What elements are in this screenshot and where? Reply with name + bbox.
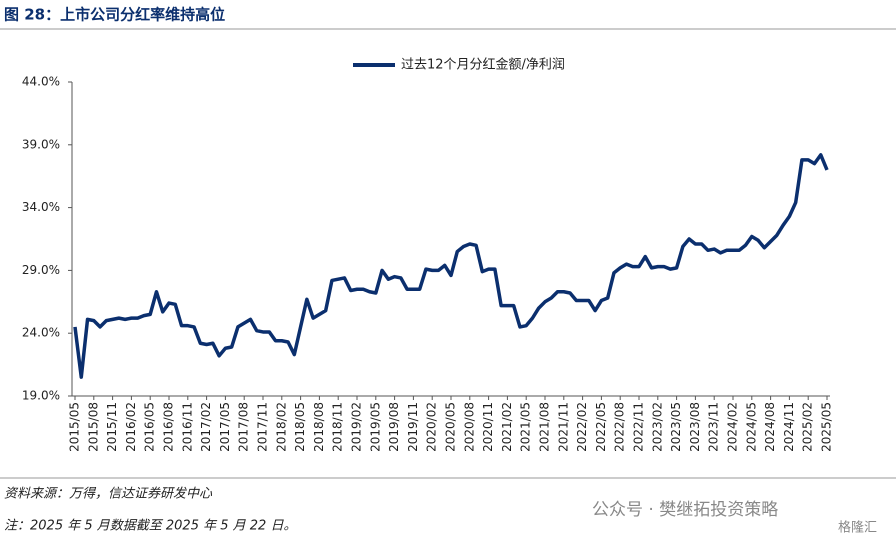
x-tick-label: 2018/02 [274,402,288,452]
watermark-logo: 格隆汇 [838,520,877,536]
chart-title: 图 28：上市公司分红率维持高位 [4,6,225,24]
x-tick-label: 2018/05 [293,402,307,452]
x-tick-label: 2017/08 [237,402,251,452]
source: 资料来源：万得，信达证券研发中心 [4,487,213,502]
x-tick-label: 2021/08 [538,402,552,452]
y-tick-label: 44.0% [22,75,60,89]
x-tick-label: 2019/08 [387,402,401,452]
x-tick-label: 2017/11 [256,402,270,452]
note: 注：2025 年 5 月数据截至 2025 年 5 月 22 日。 [4,519,296,534]
watermark: 公众号 · 樊继拓投资策略 [592,500,778,520]
x-tick-label: 2015/05 [68,402,82,452]
x-tick-label: 2016/08 [162,402,176,452]
x-tick-label: 2017/02 [199,402,213,452]
x-tick-label: 2025/05 [820,402,834,452]
y-tick-label: 34.0% [22,200,60,214]
x-tick-label: 2024/11 [782,402,796,452]
series-line [73,153,829,379]
x-tick-label: 2025/02 [801,402,815,452]
x-tick-label: 2020/08 [462,402,476,452]
x-tick-label: 2016/11 [180,402,194,452]
x-tick-label: 2022/02 [575,402,589,452]
x-tick-label: 2018/08 [312,402,326,452]
legend-label: 过去12个月分红金额/净利润 [401,57,565,73]
x-tick-label: 2019/02 [350,402,364,452]
x-tick-label: 2022/11 [632,402,646,452]
x-tick-label: 2020/02 [425,402,439,452]
x-tick-label: 2020/05 [444,402,458,452]
y-tick-label: 24.0% [22,326,60,340]
x-tick-label: 2015/11 [105,402,119,452]
x-tick-label: 2016/02 [124,402,138,452]
x-tick-label: 2019/05 [368,402,382,452]
y-tick-label: 19.0% [22,389,60,403]
x-tick-label: 2023/05 [669,402,683,452]
x-tick-label: 2021/11 [556,402,570,452]
x-tick-label: 2023/11 [707,402,721,452]
x-tick-label: 2022/08 [613,402,627,452]
x-tick-label: 2024/05 [744,402,758,452]
x-tick-label: 2021/05 [519,402,533,452]
x-tick-label: 2018/11 [331,402,345,452]
x-tick-label: 2021/02 [500,402,514,452]
x-tick-label: 2022/05 [594,402,608,452]
x-tick-label: 2023/02 [650,402,664,452]
x-tick-label: 2017/05 [218,402,232,452]
x-tick-label: 2023/08 [688,402,702,452]
y-tick-label: 39.0% [22,137,60,151]
y-tick-label: 29.0% [22,263,60,277]
x-tick-label: 2024/08 [763,402,777,452]
x-tick-label: 2019/11 [406,402,420,452]
x-tick-label: 2015/08 [86,402,100,452]
x-tick-label: 2020/11 [481,402,495,452]
x-tick-label: 2024/02 [726,402,740,452]
x-tick-label: 2016/05 [143,402,157,452]
